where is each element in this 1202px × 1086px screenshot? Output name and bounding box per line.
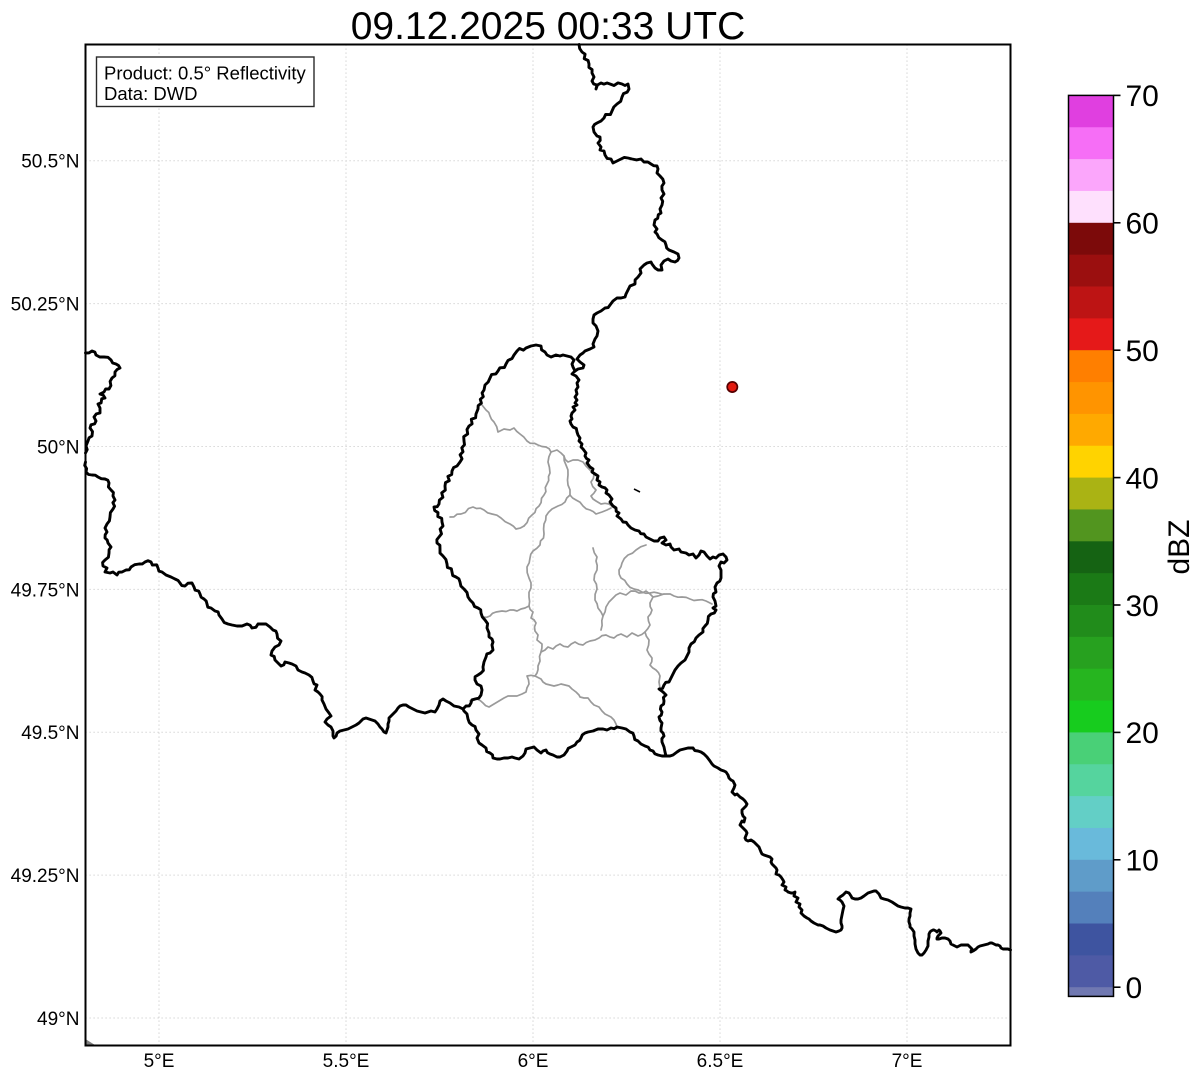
svg-text:49.75°N: 49.75°N (11, 580, 80, 601)
svg-text:6°E: 6°E (518, 1051, 549, 1072)
svg-text:30: 30 (1126, 590, 1159, 623)
svg-text:6.5°E: 6.5°E (697, 1051, 744, 1072)
svg-text:49.5°N: 49.5°N (21, 723, 79, 744)
svg-text:0: 0 (1126, 972, 1143, 1005)
svg-text:Data: DWD: Data: DWD (104, 83, 198, 104)
svg-text:7°E: 7°E (892, 1051, 923, 1072)
svg-text:dBZ: dBZ (1163, 519, 1196, 574)
svg-text:40: 40 (1126, 462, 1159, 495)
svg-text:09.12.2025 00:33 UTC: 09.12.2025 00:33 UTC (351, 5, 746, 48)
svg-text:49.25°N: 49.25°N (11, 866, 80, 887)
svg-text:50.25°N: 50.25°N (11, 295, 80, 316)
svg-text:5°E: 5°E (144, 1051, 175, 1072)
svg-text:50.5°N: 50.5°N (21, 152, 79, 173)
svg-text:49°N: 49°N (37, 1009, 79, 1030)
svg-text:70: 70 (1126, 80, 1159, 113)
svg-text:50°N: 50°N (37, 437, 79, 458)
svg-text:20: 20 (1126, 717, 1159, 750)
svg-text:50: 50 (1126, 335, 1159, 368)
svg-text:5.5°E: 5.5°E (323, 1051, 370, 1072)
svg-text:10: 10 (1126, 845, 1159, 878)
svg-text:60: 60 (1126, 208, 1159, 241)
svg-text:Product: 0.5° Reflectivity: Product: 0.5° Reflectivity (104, 63, 306, 84)
